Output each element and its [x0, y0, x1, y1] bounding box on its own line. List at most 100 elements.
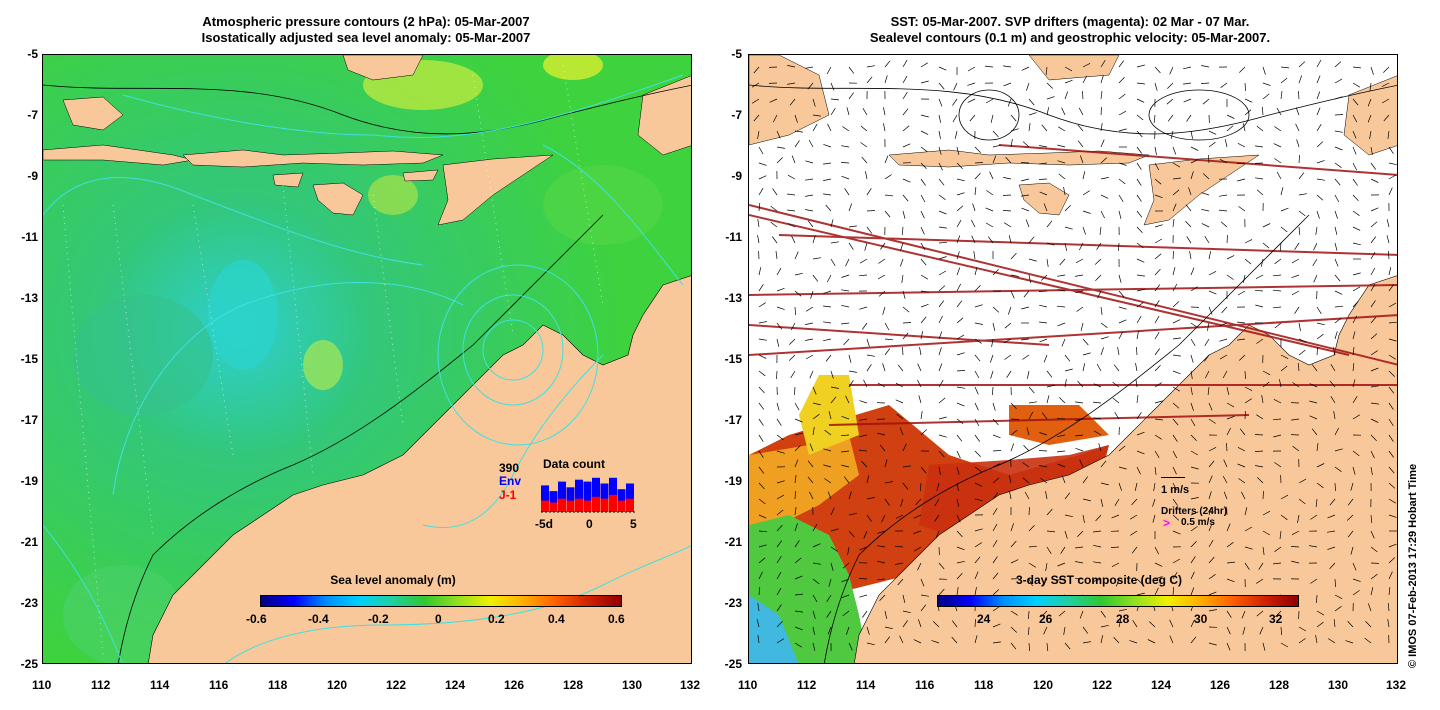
- velocity-arrow: [954, 130, 958, 139]
- velocity-arrow: [1075, 274, 1084, 277]
- velocity-arrow: [1352, 331, 1356, 340]
- velocity-arrow: [902, 92, 908, 100]
- velocity-arrow: [1207, 322, 1210, 331]
- velocity-arrow: [992, 269, 999, 276]
- velocity-arrow: [1352, 562, 1357, 571]
- x-tick: 110: [32, 678, 52, 692]
- x-tick: 128: [1269, 678, 1290, 692]
- velocity-arrow: [841, 274, 850, 278]
- velocity-arrow: [920, 242, 926, 251]
- velocity-arrow: [1136, 412, 1142, 420]
- velocity-arrow: [974, 618, 976, 628]
- velocity-arrow: [1273, 398, 1282, 404]
- velocity-arrow: [1046, 370, 1053, 378]
- velocity-arrow: [882, 306, 886, 315]
- velocity-arrow: [974, 284, 981, 292]
- j1-bar: [558, 498, 566, 512]
- velocity-arrow: [1118, 93, 1126, 100]
- velocity-arrow: [758, 370, 766, 377]
- velocity-arrow: [1280, 91, 1283, 100]
- velocity-arrow: [1010, 402, 1017, 410]
- data-count-bars: [541, 477, 637, 513]
- velocity-arrow: [938, 315, 943, 324]
- velocity-arrow: [1136, 288, 1145, 292]
- y-tick: -13: [724, 291, 742, 305]
- velocity-arrow: [1388, 543, 1397, 548]
- velocity-arrow: [1334, 130, 1343, 133]
- velocity-arrow: [1241, 610, 1246, 619]
- velocity-arrow: [1113, 364, 1120, 372]
- velocity-arrow: [1004, 222, 1012, 228]
- velocity-arrow: [1262, 530, 1271, 536]
- velocity-arrow: [1261, 106, 1264, 116]
- velocity-arrow: [974, 498, 983, 502]
- y-tick: -9: [731, 169, 742, 183]
- velocity-arrow: [1010, 252, 1017, 260]
- velocity-arrow: [1190, 556, 1196, 564]
- velocity-arrow: [1388, 571, 1393, 580]
- velocity-arrow: [1039, 191, 1048, 196]
- velocity-arrow: [1046, 96, 1055, 100]
- x-tick: 112: [91, 678, 111, 692]
- velocity-arrow: [757, 219, 760, 228]
- velocity-arrow: [956, 178, 965, 182]
- velocity-arrow: [848, 491, 852, 500]
- velocity-arrow: [1310, 578, 1318, 584]
- velocity-arrow: [1244, 410, 1246, 420]
- velocity-arrow: [866, 226, 873, 234]
- velocity-arrow: [1154, 66, 1161, 74]
- velocity-arrow: [1172, 558, 1181, 564]
- velocity-arrow: [877, 530, 886, 534]
- velocity-arrow: [1010, 139, 1013, 148]
- velocity-arrow: [1082, 363, 1086, 372]
- velocity-arrow: [1244, 109, 1252, 116]
- velocity-arrow: [823, 144, 832, 148]
- velocity-arrow: [858, 274, 868, 277]
- velocity-arrow: [1256, 610, 1264, 617]
- velocity-arrow: [772, 236, 778, 244]
- velocity-arrow: [1082, 626, 1089, 634]
- velocity-arrow: [1080, 322, 1084, 331]
- velocity-arrow: [812, 594, 818, 603]
- right-colorbar-tick: 26: [1039, 612, 1053, 626]
- velocity-arrow: [1201, 223, 1210, 228]
- velocity-arrow: [896, 413, 904, 420]
- velocity-arrow: [1219, 194, 1228, 197]
- velocity-arrow: [1112, 381, 1120, 388]
- velocity-arrow: [1316, 59, 1322, 68]
- velocity-arrow: [1043, 203, 1048, 212]
- velocity-arrow: [1136, 114, 1144, 121]
- velocity-arrow: [823, 448, 832, 452]
- velocity-arrow: [1261, 395, 1264, 404]
- velocity-arrow: [866, 354, 875, 357]
- velocity-arrow: [1075, 447, 1084, 452]
- velocity-arrow: [1316, 610, 1325, 616]
- velocity-arrow: [1316, 482, 1324, 489]
- velocity-arrow: [989, 354, 994, 363]
- velocity-arrow: [845, 258, 850, 267]
- velocity-arrow: [1370, 300, 1376, 308]
- velocity-arrow: [758, 187, 764, 196]
- velocity-arrow: [974, 172, 981, 180]
- velocity-arrow: [790, 370, 796, 378]
- velocity-arrow: [901, 274, 904, 283]
- velocity-arrow: [1129, 640, 1138, 644]
- velocity-arrow: [1190, 587, 1195, 596]
- velocity-arrow: [920, 162, 927, 170]
- velocity-arrow: [1370, 221, 1378, 228]
- velocity-arrow: [1190, 511, 1199, 516]
- velocity-arrow: [1352, 466, 1356, 475]
- velocity-arrow: [1334, 317, 1342, 324]
- velocity-arrow: [776, 620, 783, 628]
- velocity-arrow: [848, 642, 853, 651]
- velocity-arrow: [1056, 417, 1066, 420]
- velocity-arrow: [1077, 380, 1084, 388]
- velocity-arrow: [1185, 220, 1192, 228]
- velocity-arrow: [884, 338, 894, 341]
- velocity-arrow: [1316, 463, 1325, 468]
- velocity-arrow: [830, 546, 838, 552]
- velocity-arrow: [1046, 546, 1052, 554]
- x-tick: 118: [974, 678, 994, 692]
- velocity-arrow: [918, 619, 922, 628]
- velocity-arrow: [902, 75, 908, 84]
